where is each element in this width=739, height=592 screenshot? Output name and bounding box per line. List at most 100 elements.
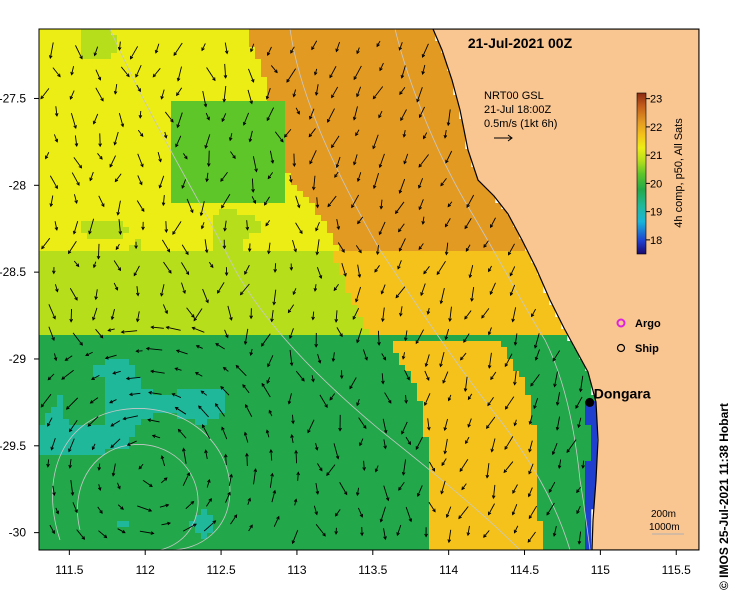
sst-cell bbox=[285, 281, 292, 288]
sst-cell bbox=[423, 341, 430, 348]
sst-cell bbox=[435, 275, 442, 282]
sst-cell bbox=[507, 299, 514, 306]
sst-cell bbox=[435, 365, 442, 372]
sst-cell bbox=[405, 227, 412, 234]
sst-cell bbox=[543, 293, 550, 300]
sst-cell bbox=[207, 41, 214, 48]
sst-cell bbox=[363, 287, 370, 294]
sst-cell bbox=[273, 125, 280, 132]
sst-cell bbox=[177, 77, 184, 84]
sst-cell bbox=[483, 371, 490, 378]
sst-cell bbox=[171, 287, 178, 294]
sst-cell bbox=[225, 203, 232, 210]
sst-cell bbox=[105, 71, 112, 78]
sst-cell bbox=[147, 125, 154, 132]
sst-cell bbox=[321, 83, 328, 90]
sst-cell bbox=[339, 167, 346, 174]
sst-cell bbox=[207, 245, 214, 252]
sst-cell bbox=[465, 269, 472, 276]
sst-cell bbox=[423, 227, 430, 234]
sst-cell bbox=[129, 275, 136, 282]
sst-cell bbox=[123, 347, 130, 354]
sst-cell bbox=[435, 131, 442, 138]
sst-cell bbox=[303, 251, 310, 258]
sst-cell bbox=[69, 395, 76, 402]
sst-cell bbox=[45, 149, 52, 156]
sst-cell bbox=[45, 179, 52, 186]
sst-cell bbox=[87, 365, 94, 372]
sst-cell bbox=[357, 203, 364, 210]
sst-cell bbox=[267, 119, 274, 126]
sst-cell bbox=[87, 395, 94, 402]
sst-cell bbox=[255, 59, 262, 66]
sst-cell bbox=[231, 293, 238, 300]
sst-cell bbox=[39, 191, 46, 198]
sst-cell bbox=[453, 401, 460, 408]
sst-cell bbox=[105, 269, 112, 276]
sst-cell bbox=[249, 401, 256, 408]
sst-cell bbox=[45, 371, 52, 378]
sst-cell bbox=[261, 137, 268, 144]
sst-cell bbox=[117, 209, 124, 216]
sst-cell bbox=[159, 305, 166, 312]
sst-cell bbox=[423, 203, 430, 210]
sst-cell bbox=[357, 227, 364, 234]
sst-cell bbox=[363, 137, 370, 144]
sst-cell bbox=[309, 353, 316, 360]
sst-cell bbox=[447, 131, 454, 138]
sst-cell bbox=[531, 299, 538, 306]
sst-cell bbox=[381, 341, 388, 348]
sst-cell bbox=[75, 125, 82, 132]
sst-cell bbox=[339, 197, 346, 204]
sst-cell bbox=[375, 107, 382, 114]
sst-cell bbox=[411, 155, 418, 162]
sst-cell bbox=[249, 29, 256, 36]
sst-cell bbox=[243, 107, 250, 114]
sst-cell bbox=[423, 215, 430, 222]
sst-cell bbox=[99, 365, 106, 372]
sst-cell bbox=[51, 107, 58, 114]
sst-cell bbox=[165, 323, 172, 330]
sst-cell bbox=[225, 185, 232, 192]
sst-cell bbox=[75, 53, 82, 60]
sst-cell bbox=[117, 167, 124, 174]
sst-cell bbox=[429, 227, 436, 234]
sst-cell bbox=[555, 335, 562, 342]
sst-cell bbox=[129, 35, 136, 42]
sst-cell bbox=[51, 215, 58, 222]
sst-cell bbox=[135, 407, 142, 414]
sst-cell bbox=[447, 89, 454, 96]
sst-cell bbox=[255, 41, 262, 48]
sst-cell bbox=[369, 125, 376, 132]
sst-cell bbox=[345, 353, 352, 360]
sst-cell bbox=[375, 173, 382, 180]
sst-cell bbox=[297, 317, 304, 324]
sst-cell bbox=[255, 173, 262, 180]
sst-cell bbox=[57, 71, 64, 78]
sst-cell bbox=[249, 263, 256, 270]
sst-cell bbox=[183, 299, 190, 306]
sst-cell bbox=[237, 257, 244, 264]
sst-cell bbox=[183, 257, 190, 264]
sst-cell bbox=[447, 341, 454, 348]
sst-cell bbox=[93, 131, 100, 138]
sst-cell bbox=[177, 53, 184, 60]
sst-cell bbox=[411, 167, 418, 174]
sst-cell bbox=[291, 83, 298, 90]
sst-cell bbox=[471, 371, 478, 378]
sst-cell bbox=[147, 317, 154, 324]
sst-cell bbox=[465, 257, 472, 264]
sst-cell bbox=[183, 209, 190, 216]
sst-cell bbox=[513, 251, 520, 258]
sst-cell bbox=[123, 29, 130, 36]
sst-cell bbox=[507, 257, 514, 264]
sst-cell bbox=[567, 365, 574, 372]
sst-cell bbox=[225, 221, 232, 228]
sst-cell bbox=[165, 329, 172, 336]
sst-cell bbox=[261, 257, 268, 264]
sst-cell bbox=[495, 281, 502, 288]
sst-cell bbox=[297, 179, 304, 186]
sst-cell bbox=[63, 275, 70, 282]
sst-cell bbox=[501, 305, 508, 312]
sst-cell bbox=[387, 143, 394, 150]
